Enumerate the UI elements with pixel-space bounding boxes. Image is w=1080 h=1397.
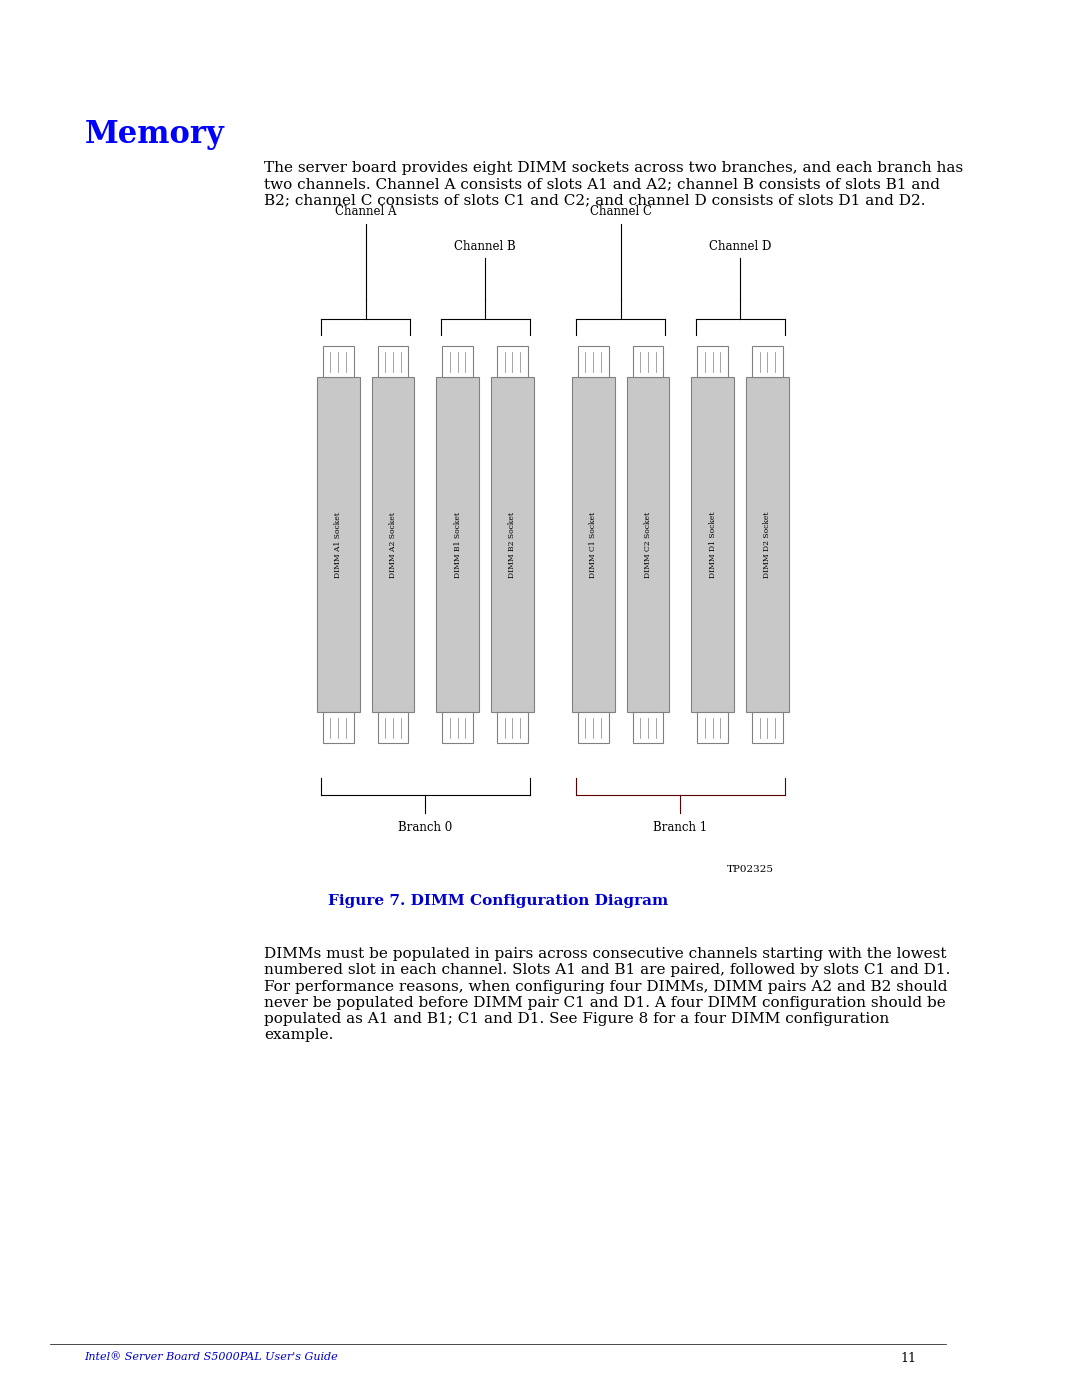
- Text: Intel® Server Board S5000PAL User's Guide: Intel® Server Board S5000PAL User's Guid…: [84, 1352, 338, 1362]
- Bar: [316, 377, 360, 712]
- Text: DIMM A1 Socket: DIMM A1 Socket: [334, 511, 342, 578]
- Text: TP02325: TP02325: [727, 865, 773, 873]
- Text: DIMMs must be populated in pairs across consecutive channels starting with the l: DIMMs must be populated in pairs across …: [264, 947, 950, 1042]
- Bar: [752, 712, 783, 743]
- Bar: [497, 712, 528, 743]
- Text: Figure 7. DIMM Configuration Diagram: Figure 7. DIMM Configuration Diagram: [328, 894, 669, 908]
- Text: DIMM C1 Socket: DIMM C1 Socket: [590, 511, 597, 578]
- Text: DIMM A2 Socket: DIMM A2 Socket: [389, 511, 397, 578]
- Text: Channel B: Channel B: [455, 240, 516, 253]
- Bar: [372, 377, 415, 712]
- Bar: [698, 712, 728, 743]
- Bar: [752, 346, 783, 377]
- Bar: [436, 377, 480, 712]
- Bar: [323, 346, 353, 377]
- Bar: [378, 712, 408, 743]
- Bar: [443, 712, 473, 743]
- Text: DIMM B2 Socket: DIMM B2 Socket: [509, 511, 516, 578]
- Text: Channel A: Channel A: [335, 205, 396, 218]
- Text: Memory: Memory: [84, 119, 225, 149]
- Text: Channel C: Channel C: [590, 205, 651, 218]
- Bar: [698, 346, 728, 377]
- Text: Branch 0: Branch 0: [399, 821, 453, 834]
- Bar: [497, 346, 528, 377]
- Bar: [491, 377, 534, 712]
- Bar: [323, 712, 353, 743]
- Bar: [746, 377, 788, 712]
- Bar: [626, 377, 670, 712]
- Text: The server board provides eight DIMM sockets across two branches, and each branc: The server board provides eight DIMM soc…: [264, 161, 963, 207]
- Bar: [571, 377, 615, 712]
- Text: DIMM D1 Socket: DIMM D1 Socket: [708, 511, 717, 578]
- Text: DIMM C2 Socket: DIMM C2 Socket: [644, 511, 652, 578]
- Text: Channel D: Channel D: [708, 240, 771, 253]
- Text: Branch 1: Branch 1: [653, 821, 707, 834]
- Bar: [443, 346, 473, 377]
- Bar: [578, 346, 608, 377]
- Bar: [691, 377, 734, 712]
- Text: 11: 11: [901, 1352, 917, 1365]
- Bar: [633, 346, 663, 377]
- Bar: [633, 712, 663, 743]
- Text: DIMM B1 Socket: DIMM B1 Socket: [454, 511, 461, 578]
- Bar: [578, 712, 608, 743]
- Text: DIMM D2 Socket: DIMM D2 Socket: [764, 511, 771, 578]
- Bar: [378, 346, 408, 377]
